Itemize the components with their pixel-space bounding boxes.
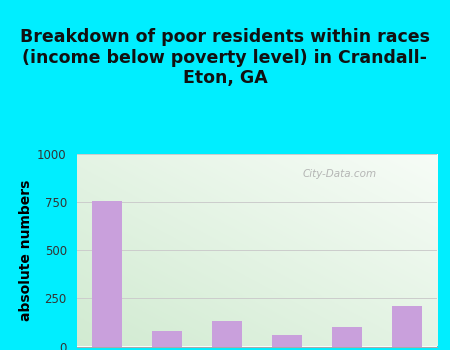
- Bar: [212, 321, 242, 346]
- Text: City-Data.com: City-Data.com: [302, 169, 376, 180]
- Bar: [332, 327, 361, 346]
- Bar: [91, 201, 122, 346]
- Text: Breakdown of poor residents within races
(income below poverty level) in Crandal: Breakdown of poor residents within races…: [20, 28, 430, 88]
- Bar: [152, 331, 181, 346]
- Bar: [271, 335, 302, 346]
- Y-axis label: absolute numbers: absolute numbers: [19, 180, 33, 321]
- Bar: [392, 306, 422, 346]
